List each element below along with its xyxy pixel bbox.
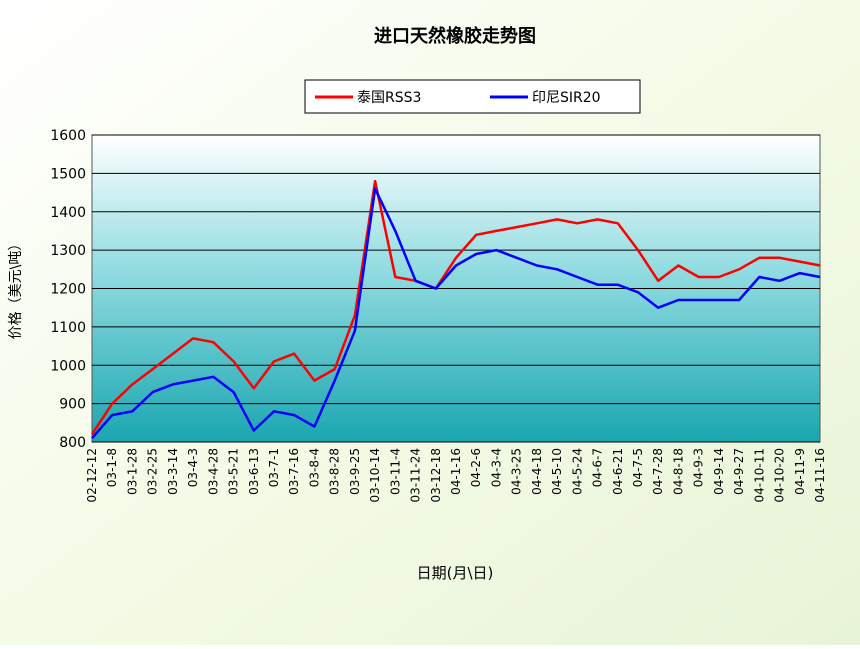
legend-label: 泰国RSS3 — [357, 90, 421, 106]
x-tick-label: 03-3-14 — [166, 448, 180, 495]
x-tick-label: 03-11-4 — [388, 448, 402, 495]
x-tick-label: 03-1-28 — [125, 448, 139, 495]
x-tick-label: 04-7-5 — [631, 448, 645, 487]
y-tick-label: 900 — [59, 397, 86, 413]
x-tick-label: 04-9-27 — [732, 448, 746, 495]
series-line — [91, 187, 821, 440]
x-tick-label: 03-8-4 — [307, 448, 321, 487]
x-axis-label: 日期(月\日) — [417, 564, 494, 582]
x-tick-label: 04-10-11 — [752, 448, 766, 502]
x-tick-label: 04-4-18 — [530, 448, 544, 495]
x-tick-label: 04-7-28 — [651, 448, 665, 495]
x-tick-label: 03-10-14 — [368, 448, 382, 502]
x-tick-label: 04-11-9 — [793, 448, 807, 495]
x-tick-label: 03-12-18 — [429, 448, 443, 502]
x-tick-label: 04-3-4 — [489, 448, 503, 487]
legend — [304, 79, 641, 114]
x-tick-label: 04-6-7 — [591, 448, 605, 487]
x-tick-label: 03-2-25 — [146, 448, 160, 495]
y-tick-label: 1100 — [50, 320, 86, 336]
x-tick-label: 04-2-6 — [469, 448, 483, 487]
x-tick-label: 04-6-21 — [611, 448, 625, 495]
legend-label: 印尼SIR20 — [532, 90, 601, 106]
x-tick-label: 03-7-16 — [287, 448, 301, 495]
y-tick-label: 1300 — [50, 243, 86, 259]
x-tick-label: 03-6-13 — [247, 448, 261, 495]
chart-title: 进口天然橡胶走势图 — [374, 25, 536, 47]
y-tick-label: 1500 — [50, 166, 86, 182]
x-tick-label: 04-8-18 — [671, 448, 685, 495]
x-tick-label: 04-3-25 — [510, 448, 524, 495]
x-tick-label: 03-7-1 — [267, 448, 281, 487]
x-tick-label: 04-5-24 — [570, 448, 584, 495]
x-tick-label: 04-9-14 — [712, 448, 726, 495]
y-tick-label: 1400 — [50, 205, 86, 221]
x-tick-label: 03-9-25 — [348, 448, 362, 495]
y-axis-label: 价格（美元\吨） — [8, 237, 24, 340]
x-tick-label: 02-12-12 — [85, 448, 99, 502]
series-line — [90, 179, 821, 435]
x-tick-label: 04-1-16 — [449, 448, 463, 495]
y-tick-label: 1600 — [50, 128, 86, 144]
x-tick-label: 03-8-28 — [328, 448, 342, 495]
x-tick-label: 04-9-3 — [692, 448, 706, 487]
x-tick-label: 04-11-16 — [813, 448, 827, 502]
y-tick-label: 1200 — [50, 282, 86, 298]
x-tick-label: 03-5-21 — [227, 448, 241, 495]
x-tick-label: 04-10-20 — [773, 448, 787, 502]
x-tick-label: 03-1-8 — [105, 448, 119, 487]
y-tick-label: 1000 — [50, 358, 86, 374]
x-tick-label: 03-11-24 — [409, 448, 423, 502]
x-tick-label: 03-4-28 — [206, 448, 220, 495]
y-tick-label: 800 — [59, 435, 86, 451]
x-tick-label: 03-4-3 — [186, 448, 200, 487]
x-tick-label: 04-5-10 — [550, 448, 564, 495]
